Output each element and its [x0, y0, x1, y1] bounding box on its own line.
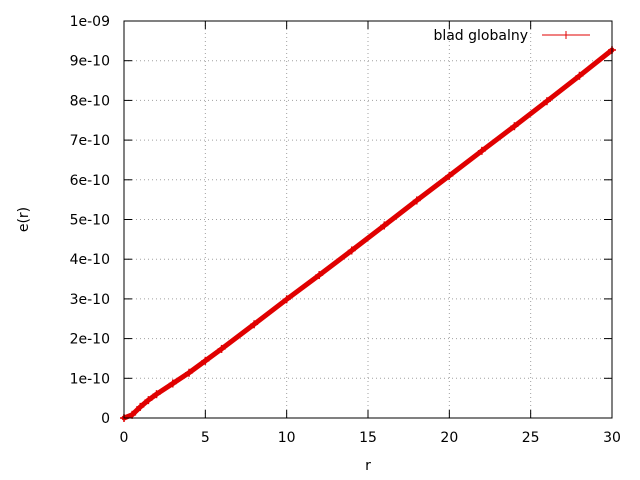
x-tick-label: 5: [201, 430, 210, 446]
data-point: [315, 271, 324, 280]
y-tick-label: 3e-10: [70, 292, 110, 308]
y-tick-label: 8e-10: [70, 93, 110, 109]
y-axis-label: e(r): [16, 207, 32, 232]
data-point: [575, 71, 584, 80]
y-tick-labels: 0 1e-10 2e-10 3e-10 4e-10 5e-10 6e-10 7e-10 8e-1…: [70, 14, 110, 427]
data-point: [217, 344, 226, 353]
x-tick-labels: 0 5 10 15 20 25 30: [120, 430, 621, 446]
data-point: [144, 396, 153, 405]
x-tick-label: 25: [522, 430, 540, 446]
y-tick-label: 5e-10: [70, 213, 110, 229]
data-point: [128, 410, 137, 419]
data-point: [185, 368, 194, 377]
data-point: [250, 320, 259, 329]
legend: blad globalny: [433, 28, 590, 44]
data-point: [445, 171, 454, 180]
data-point: [412, 196, 421, 205]
legend-entry-label: blad globalny: [433, 28, 528, 44]
y-tick-label: 1e-09: [70, 14, 110, 30]
x-tick-label: 0: [120, 430, 129, 446]
x-tick-label: 20: [440, 430, 458, 446]
data-point: [201, 356, 210, 365]
y-tick-label: 1e-10: [70, 371, 110, 387]
axis-ticks: [123, 20, 613, 419]
x-tick-label: 30: [603, 430, 621, 446]
data-point: [347, 246, 356, 255]
x-tick-label: 10: [278, 430, 296, 446]
y-tick-label: 4e-10: [70, 252, 110, 268]
y-tick-label: 7e-10: [70, 133, 110, 149]
legend-entry-marker: [562, 31, 570, 39]
data-point: [168, 379, 177, 388]
y-tick-label: 6e-10: [70, 173, 110, 189]
data-point: [136, 402, 145, 411]
x-tick-label: 15: [359, 430, 377, 446]
data-point: [282, 295, 291, 304]
data-point: [477, 146, 486, 155]
data-point: [152, 390, 161, 399]
data-point: [510, 122, 519, 131]
x-axis-label: r: [365, 458, 371, 474]
y-tick-label: 0: [101, 411, 110, 427]
data-point: [380, 221, 389, 230]
y-tick-label: 2e-10: [70, 332, 110, 348]
grid-lines: [124, 21, 612, 418]
y-tick-label: 9e-10: [70, 54, 110, 70]
data-point: [542, 97, 551, 106]
